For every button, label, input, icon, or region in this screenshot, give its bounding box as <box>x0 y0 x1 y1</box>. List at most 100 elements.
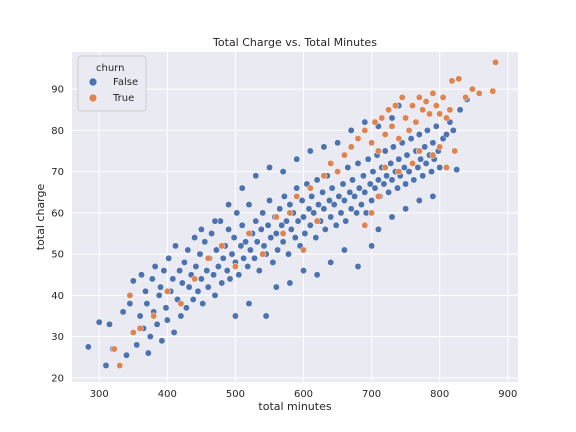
point-false <box>199 300 207 308</box>
point-true <box>381 164 389 171</box>
point-false <box>158 337 166 345</box>
x-tick-label: 400 <box>158 389 177 400</box>
point-false <box>223 267 231 275</box>
x-tick-label: 300 <box>90 389 109 400</box>
point-false <box>381 147 389 155</box>
point-false <box>394 184 401 192</box>
point-true <box>468 85 476 93</box>
point-false <box>126 300 134 308</box>
point-false <box>334 139 342 147</box>
point-false <box>417 155 425 163</box>
point-false <box>347 126 355 134</box>
point-false <box>287 225 295 233</box>
point-false <box>369 168 377 176</box>
point-false <box>244 263 252 270</box>
point-false <box>342 217 350 225</box>
point-false <box>388 213 396 221</box>
point-true <box>448 77 456 85</box>
point-false <box>272 230 280 237</box>
point-true <box>116 362 124 369</box>
point-false <box>327 258 335 266</box>
point-false <box>388 176 396 184</box>
point-false <box>374 176 382 184</box>
point-false <box>208 230 216 237</box>
point-false <box>177 312 185 320</box>
point-false <box>319 188 327 196</box>
point-false <box>456 106 464 114</box>
point-false <box>340 246 348 254</box>
point-false <box>403 151 411 159</box>
point-false <box>192 263 200 270</box>
point-false <box>204 283 212 291</box>
point-true <box>455 75 463 83</box>
legend-marker-true <box>88 93 98 103</box>
point-false <box>269 258 277 266</box>
point-false <box>257 225 265 233</box>
point-true <box>422 98 430 105</box>
point-true <box>354 135 362 143</box>
point-true <box>409 159 416 167</box>
point-false <box>436 164 444 171</box>
point-false <box>163 316 171 324</box>
point-false <box>201 238 209 246</box>
point-false <box>189 296 197 303</box>
point-true <box>361 126 369 134</box>
point-false <box>368 242 376 250</box>
point-false <box>332 221 340 229</box>
point-true <box>218 242 226 250</box>
point-false <box>407 135 415 143</box>
y-tick-label: 90 <box>51 85 64 96</box>
point-false <box>219 254 227 262</box>
x-tick-label: 900 <box>498 389 517 400</box>
point-false <box>182 304 190 312</box>
point-false <box>225 225 233 233</box>
point-false <box>293 155 301 163</box>
point-false <box>148 275 156 283</box>
point-false <box>344 164 352 171</box>
point-false <box>388 114 396 122</box>
legend-marker-false <box>88 77 98 87</box>
point-false <box>225 201 233 209</box>
point-false <box>151 263 159 270</box>
point-true <box>340 151 348 159</box>
point-false <box>298 197 306 204</box>
point-false <box>285 250 292 258</box>
point-false <box>180 258 188 266</box>
point-true <box>163 287 171 295</box>
point-false <box>337 209 345 217</box>
point-false <box>203 267 211 275</box>
point-false <box>267 234 275 242</box>
point-false <box>443 131 450 138</box>
point-true <box>381 131 389 138</box>
point-false <box>218 279 226 287</box>
x-tick-labels: 300 400 500 600 700 800 900 <box>90 389 518 400</box>
point-true <box>443 164 450 171</box>
point-false <box>153 320 161 328</box>
point-false <box>428 168 435 176</box>
point-false <box>245 300 253 308</box>
point-true <box>334 168 342 176</box>
point-false <box>327 213 335 221</box>
point-false <box>374 225 382 233</box>
point-false <box>214 263 222 270</box>
point-false <box>361 188 369 196</box>
point-true <box>347 143 355 151</box>
x-tick-label: 700 <box>362 389 381 400</box>
point-true <box>361 221 369 229</box>
point-true <box>150 312 158 320</box>
point-false <box>255 267 263 275</box>
point-false <box>305 205 313 213</box>
point-true <box>374 147 382 155</box>
point-false <box>226 275 234 283</box>
point-false <box>432 122 440 130</box>
point-false <box>272 283 280 291</box>
point-false <box>278 221 286 229</box>
point-true <box>439 93 447 101</box>
point-true <box>388 122 396 130</box>
point-false <box>321 225 329 233</box>
point-false <box>300 267 307 275</box>
point-false <box>312 234 320 242</box>
point-false <box>419 172 427 180</box>
y-tick-label: 50 <box>51 250 64 261</box>
